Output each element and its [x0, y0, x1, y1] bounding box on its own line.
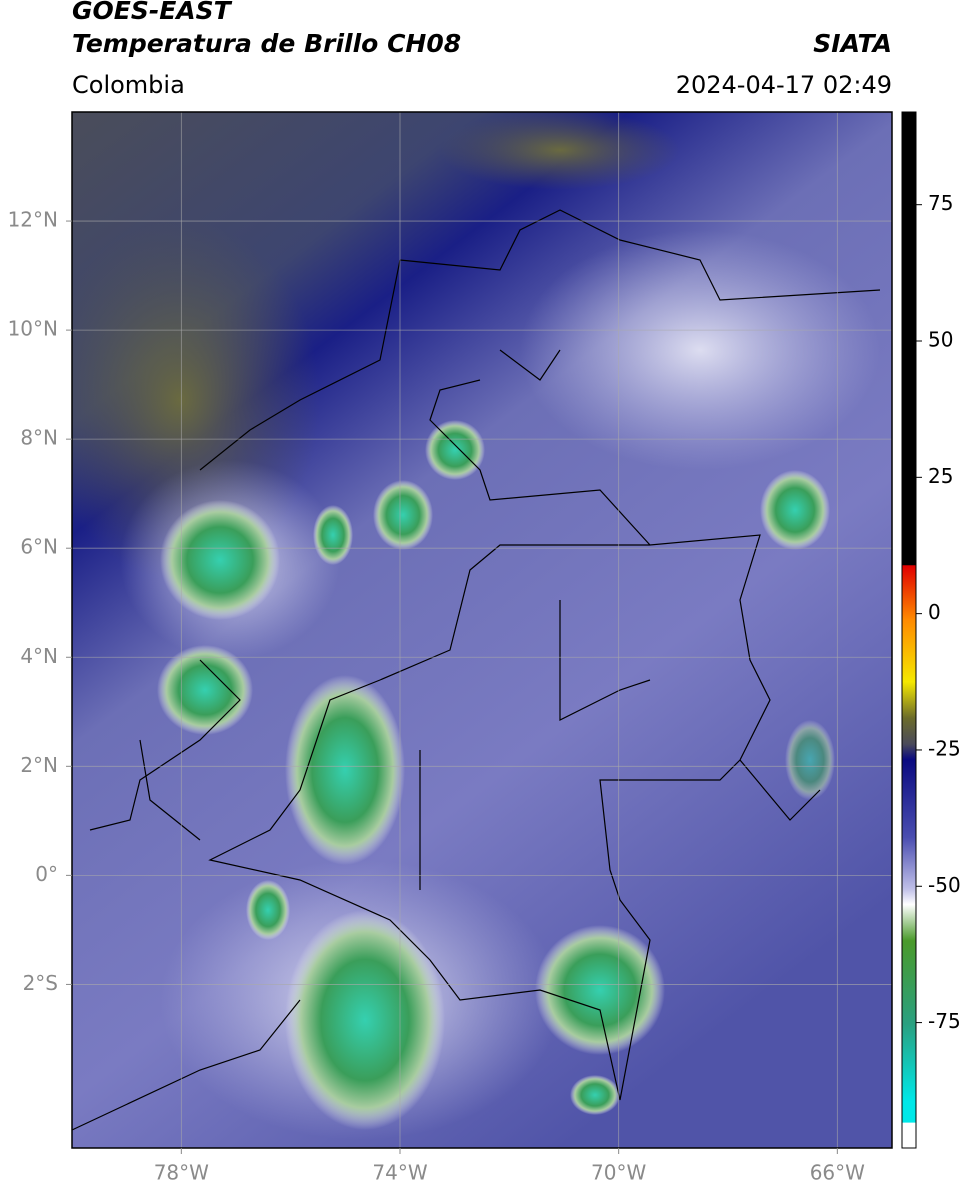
- x-tick-label: 70°W: [591, 1161, 646, 1185]
- satellite-title: GOES-EAST: [72, 0, 233, 25]
- colorbar-tick-label: -25: [928, 736, 961, 760]
- y-tick-label: 2°S: [23, 971, 58, 995]
- x-tick-label: 74°W: [372, 1161, 427, 1185]
- datetime-label: 2024-04-17 02:49: [676, 71, 892, 99]
- y-tick-label: 4°N: [20, 644, 58, 668]
- grid: [72, 112, 892, 1148]
- colorbar-tick-label: -75: [928, 1009, 961, 1033]
- region-label: Colombia: [72, 71, 185, 99]
- y-tick-label: 8°N: [20, 426, 58, 450]
- colorbar-tick-label: 75: [928, 191, 953, 215]
- y-tick-label: 0°: [35, 862, 58, 886]
- x-tick-label: 66°W: [810, 1161, 865, 1185]
- y-tick-label: 10°N: [8, 317, 58, 341]
- satellite-image: [72, 112, 892, 1148]
- y-tick-label: 2°N: [20, 753, 58, 777]
- colorbar-tick-label: 50: [928, 328, 953, 352]
- colorbar-tick-label: 0: [928, 600, 941, 624]
- colorbar-tick-label: -50: [928, 873, 961, 897]
- y-tick-label: 6°N: [20, 535, 58, 559]
- colorbar: [901, 111, 917, 1149]
- source-label: SIATA: [813, 29, 892, 58]
- map-frame: [71, 111, 893, 1149]
- colorbar-tick-label: 25: [928, 464, 953, 488]
- y-tick-label: 12°N: [8, 208, 58, 232]
- product-title: Temperatura de Brillo CH08: [72, 29, 461, 58]
- x-tick-label: 78°W: [154, 1161, 209, 1185]
